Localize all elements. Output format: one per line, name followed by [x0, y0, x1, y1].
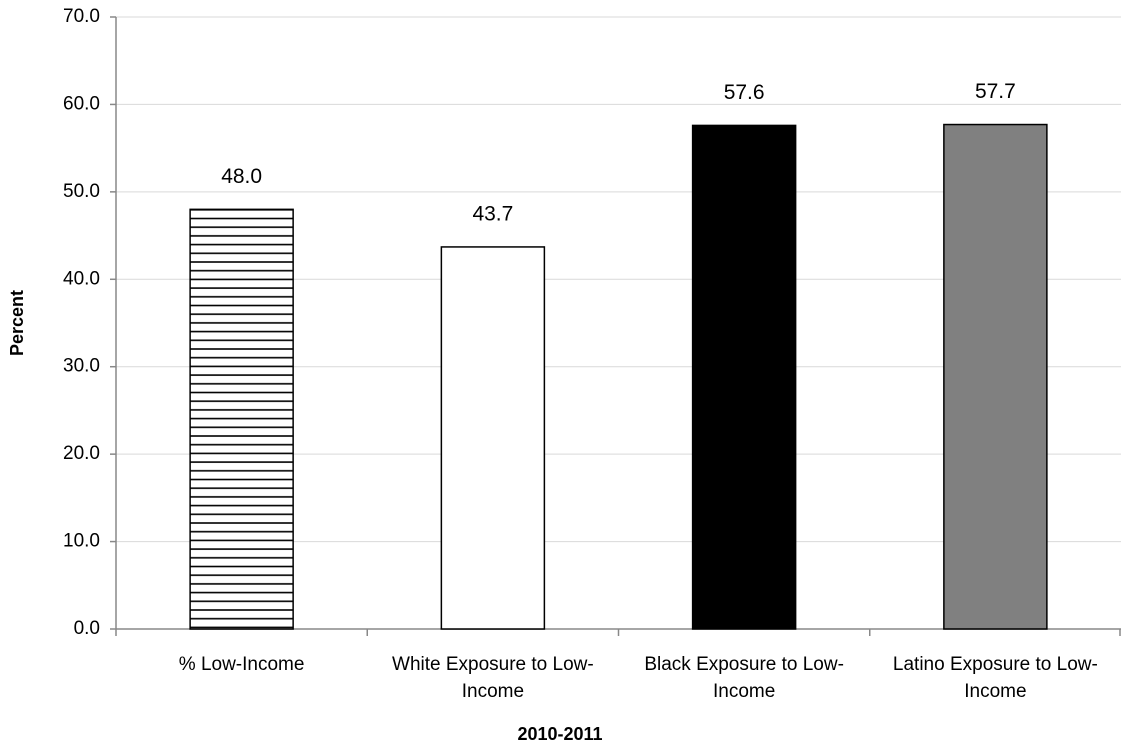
y-tick-label: 10.0	[63, 531, 100, 552]
x-tick-label: Latino Exposure to Low-Income	[892, 654, 1098, 702]
x-tick-label: % Low-Income	[178, 654, 305, 675]
y-tick-label: 50.0	[63, 181, 100, 202]
bar	[440, 246, 546, 630]
bar	[691, 124, 797, 630]
value-label: 57.7	[975, 80, 1016, 103]
value-label: 48.0	[221, 165, 262, 188]
y-tick-label: 70.0	[63, 6, 100, 27]
x-tick-label: Black Exposure to Low-Income	[644, 654, 844, 702]
value-label: 57.6	[724, 81, 765, 104]
x-axis-title: 2010-2011	[517, 724, 602, 744]
y-axis-title: Percent	[7, 290, 27, 356]
value-label: 43.7	[472, 202, 513, 225]
y-tick-label: 30.0	[63, 356, 100, 377]
bar	[943, 123, 1048, 630]
bar	[189, 208, 294, 630]
y-tick-label: 40.0	[63, 268, 100, 289]
y-tick-label: 0.0	[74, 618, 100, 639]
x-tick-label: White Exposure to Low-Income	[392, 654, 594, 702]
y-tick-label: 20.0	[63, 443, 100, 464]
y-tick-label: 60.0	[63, 93, 100, 114]
